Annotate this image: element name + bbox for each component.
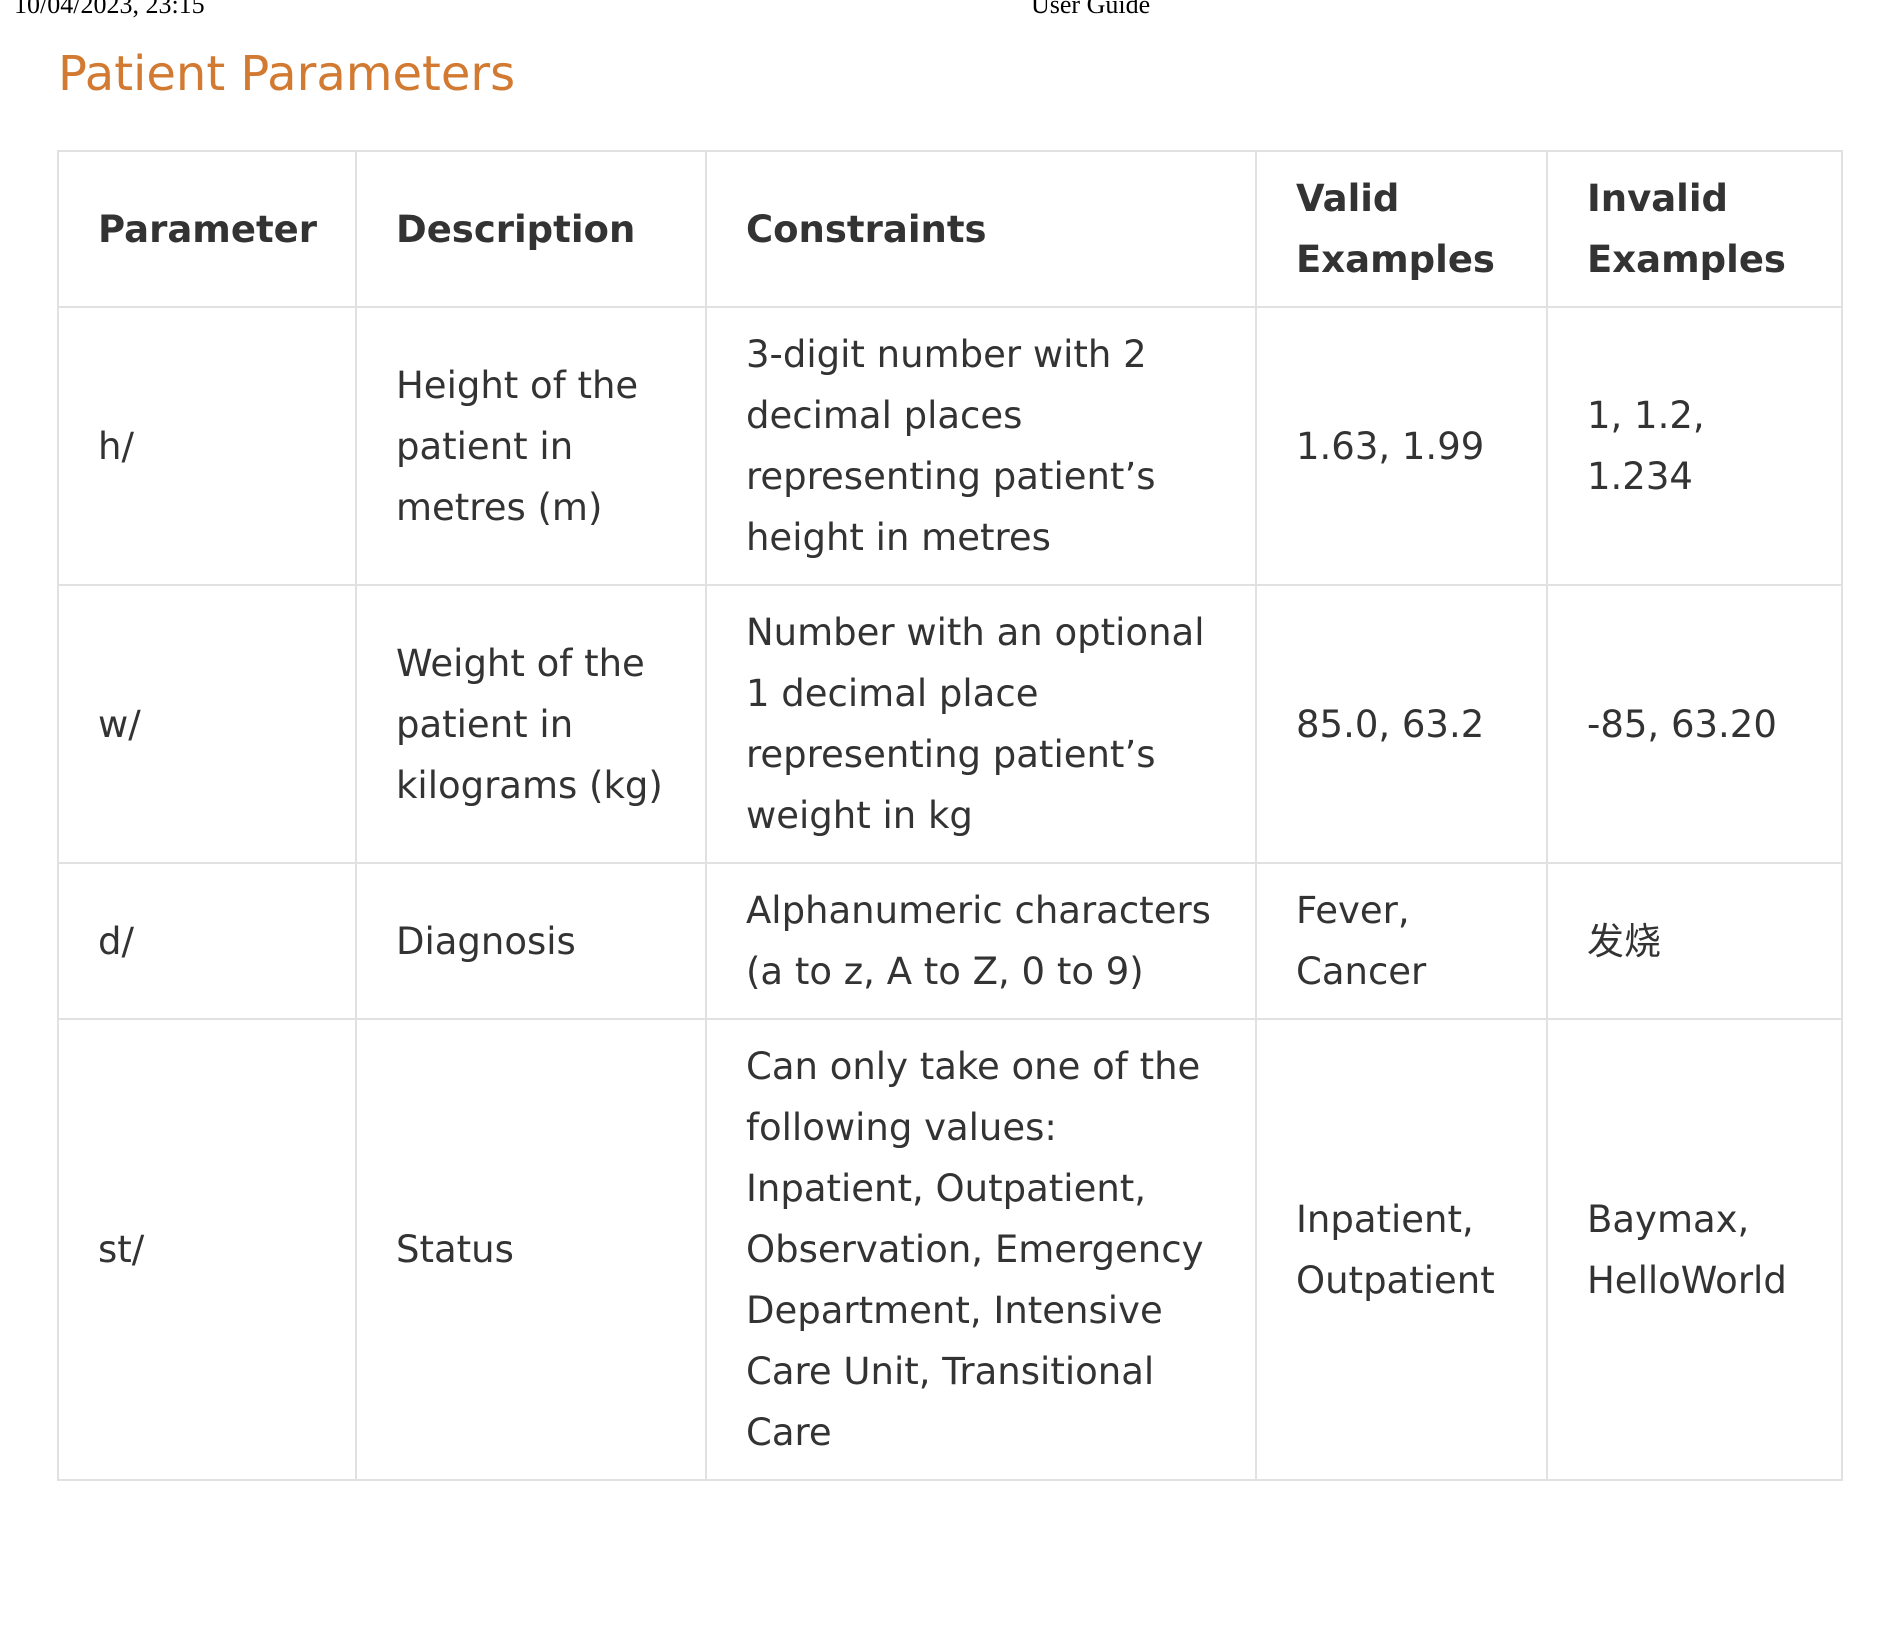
cell-valid-examples: 1.63, 1.99 bbox=[1254, 306, 1548, 586]
table-row: d/ Diagnosis Alphanumeric characters (a … bbox=[57, 862, 1843, 1020]
cell-invalid-examples: 1, 1.2, 1.234 bbox=[1545, 306, 1843, 586]
cell-invalid-examples: Baymax, HelloWorld bbox=[1545, 1018, 1843, 1481]
cell-constraints: Number with an optional 1 decimal place … bbox=[704, 584, 1257, 864]
cell-valid-examples: 85.0, 63.2 bbox=[1254, 584, 1548, 864]
table-row: h/ Height of the patient in metres (m) 3… bbox=[57, 306, 1843, 586]
table-header-row: Parameter Description Constraints Valid … bbox=[57, 150, 1843, 308]
section-title: Patient Parameters bbox=[58, 46, 516, 102]
print-doc-title: User Guide bbox=[1031, 0, 1151, 19]
patient-parameters-table: Parameter Description Constraints Valid … bbox=[57, 150, 1843, 1481]
cell-parameter: w/ bbox=[57, 584, 357, 864]
cell-valid-examples: Fever, Cancer bbox=[1254, 862, 1548, 1020]
header-invalid-examples: Invalid Examples bbox=[1545, 150, 1843, 308]
cell-parameter: h/ bbox=[57, 306, 357, 586]
header-description: Description bbox=[354, 150, 707, 308]
cell-valid-examples: Inpatient, Outpatient bbox=[1254, 1018, 1548, 1481]
cell-description: Diagnosis bbox=[354, 862, 707, 1020]
header-valid-examples: Valid Examples bbox=[1254, 150, 1548, 308]
table-row: st/ Status Can only take one of the foll… bbox=[57, 1018, 1843, 1481]
print-datetime: 10/04/2023, 23:15 bbox=[14, 0, 205, 19]
table-row: w/ Weight of the patient in kilograms (k… bbox=[57, 584, 1843, 864]
print-header: 10/04/2023, 23:15 User Guide bbox=[0, 0, 1884, 22]
header-constraints: Constraints bbox=[704, 150, 1257, 308]
cell-parameter: st/ bbox=[57, 1018, 357, 1481]
cell-constraints: Can only take one of the following value… bbox=[704, 1018, 1257, 1481]
cell-description: Height of the patient in metres (m) bbox=[354, 306, 707, 586]
cell-constraints: 3-digit number with 2 decimal places rep… bbox=[704, 306, 1257, 586]
cell-parameter: d/ bbox=[57, 862, 357, 1020]
header-parameter: Parameter bbox=[57, 150, 357, 308]
cell-description: Status bbox=[354, 1018, 707, 1481]
cell-description: Weight of the patient in kilograms (kg) bbox=[354, 584, 707, 864]
cell-invalid-examples: 发烧 bbox=[1545, 862, 1843, 1020]
cell-constraints: Alphanumeric characters (a to z, A to Z,… bbox=[704, 862, 1257, 1020]
cell-invalid-examples: -85, 63.20 bbox=[1545, 584, 1843, 864]
